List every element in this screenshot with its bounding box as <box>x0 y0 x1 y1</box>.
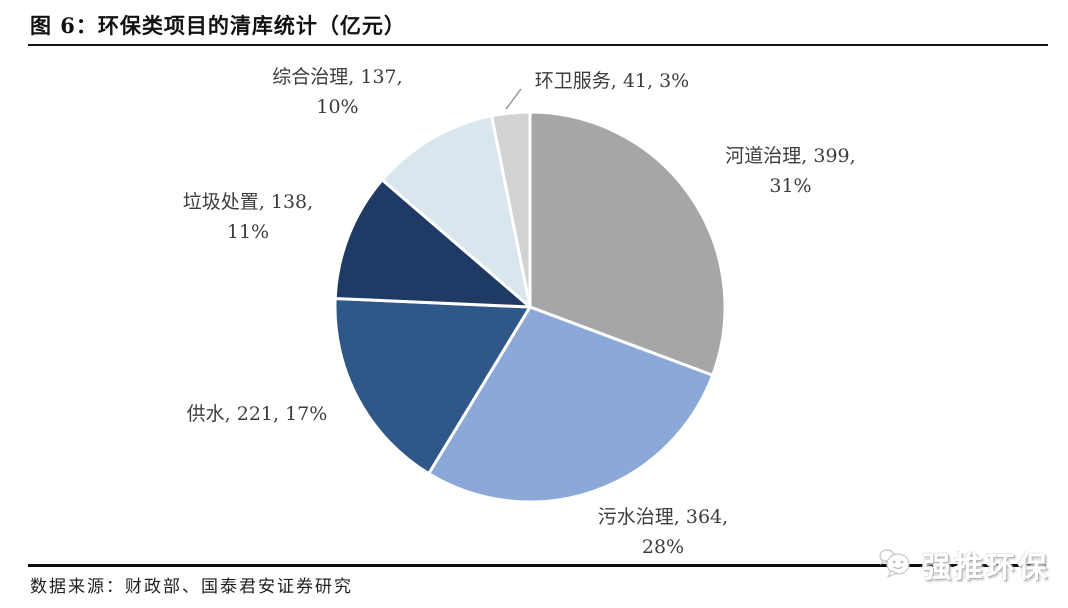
figure-title: 图 6：环保类项目的清库统计（亿元） <box>30 13 406 38</box>
slice-label-text: 垃圾处置, 138, <box>182 191 314 213</box>
title-divider <box>28 44 1048 46</box>
slice-label-sewage-treatment: 污水治理, 364, 28% <box>553 502 773 562</box>
slice-label-water-supply: 供水, 221, 17% <box>158 399 356 429</box>
slice-label-text: 供水, 221, 17% <box>186 403 328 425</box>
slice-label-text: 综合治理, 137, <box>272 66 403 88</box>
slice-label-sanitation-service: 环卫服务, 41, 3% <box>512 66 712 96</box>
pie-slice-1 <box>427 305 715 504</box>
sanitation-label-leader-line <box>505 88 522 110</box>
chat-bubble-face-icon <box>879 549 910 579</box>
slice-label-text: 环卫服务, 41, 3% <box>534 70 690 92</box>
pie-slice-3 <box>333 178 532 309</box>
pie-slice-2 <box>333 297 532 476</box>
slice-label-pct: 31% <box>769 175 812 197</box>
slice-label-pct: 11% <box>226 221 270 243</box>
pie-slice-4 <box>380 114 532 309</box>
source-text: 数据来源：财政部、国泰君安证券研究 <box>30 577 353 597</box>
watermark-text: 强推环保 <box>922 550 1051 584</box>
watermark: 强推环保 <box>876 544 1050 586</box>
slice-label-pct: 28% <box>641 536 685 558</box>
slice-label-river-regulation: 河道治理, 399, 31% <box>688 141 893 201</box>
slice-label-text: 污水治理, 364, <box>597 506 729 528</box>
pie-slices <box>333 110 727 504</box>
pie-slice-0 <box>528 110 727 377</box>
pie-slice-5 <box>490 110 532 309</box>
slice-label-text: 河道治理, 399, <box>725 145 856 167</box>
slice-label-comprehensive-treatment: 综合治理, 137, 10% <box>250 62 425 122</box>
slice-label-waste-disposal: 垃圾处置, 138, 11% <box>152 187 344 247</box>
footer-divider <box>28 564 1046 567</box>
slice-label-pct: 10% <box>316 96 359 118</box>
